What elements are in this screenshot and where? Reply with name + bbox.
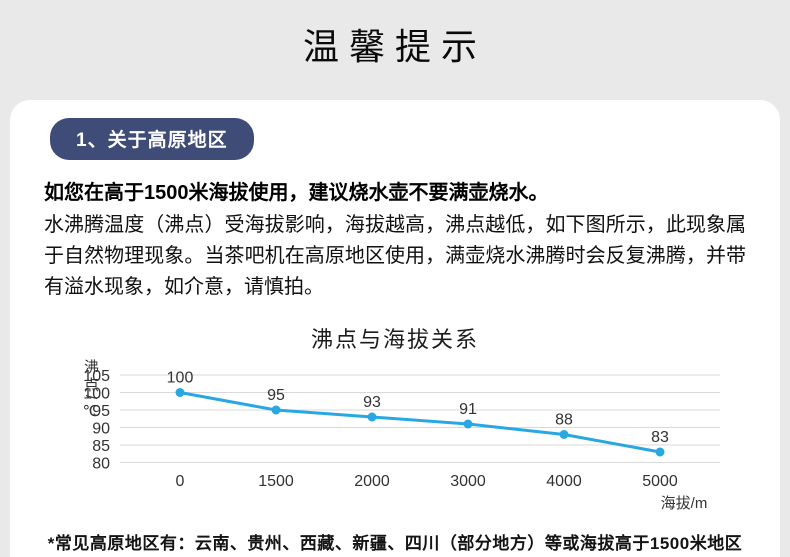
line-chart-svg: 1051009590858010009515009320009130008840… xyxy=(83,368,720,512)
y-tick-label: 105 xyxy=(83,368,110,385)
value-label: 93 xyxy=(363,394,381,411)
data-line xyxy=(178,391,662,454)
y-tick-label: 80 xyxy=(92,456,110,473)
value-label: 100 xyxy=(167,370,194,387)
x-tick-label: 4000 xyxy=(546,473,582,490)
page-title: 温馨提示 xyxy=(302,26,487,67)
y-tick-label: 100 xyxy=(83,386,110,403)
x-tick-label: 5000 xyxy=(642,473,678,490)
section-badge: 1、关于高原地区 xyxy=(50,118,254,160)
data-point xyxy=(463,419,473,429)
data-point xyxy=(271,405,281,415)
data-point xyxy=(559,430,569,439)
chart-plot-area: 沸点/℃ 105 100 95 90 85 80 100 0 95 1500 93 2000 91 300… xyxy=(44,355,746,513)
data-point xyxy=(175,388,185,397)
value-label: 88 xyxy=(555,412,573,429)
x-axis-label: 海拔/m xyxy=(661,495,708,512)
x-tick-label: 1500 xyxy=(258,473,294,490)
intro-text: 如您在高于1500米海拔使用，建议烧水壶不要满壶烧水。 xyxy=(44,182,549,204)
y-tick-label: 85 xyxy=(92,438,110,455)
y-tick-label: 90 xyxy=(92,421,110,438)
x-tick-label: 2000 xyxy=(354,473,390,490)
data-point xyxy=(367,412,377,422)
x-tick-label: 0 xyxy=(176,473,185,490)
footnote-text: *常见高原地区有：云南、贵州、西藏、新疆、四川（部分地方）等或海拔高于1500米… xyxy=(47,534,743,553)
body-text: 水沸腾温度（沸点）受海拔影响，海拔越高，沸点越低，如下图所示，此现象属于自然物理… xyxy=(44,214,746,298)
data-point xyxy=(655,447,665,457)
boiling-point-chart: 沸点与海拔关系 沸点/℃ 105 100 95 90 85 80 100 0 95 1500 93 2… xyxy=(44,325,746,513)
value-label: 91 xyxy=(459,401,477,418)
notice-card: 1、关于高原地区 如您在高于1500米海拔使用，建议烧水壶不要满壶烧水。 水沸腾… xyxy=(10,100,780,557)
y-axis-label: 沸点/℃ xyxy=(82,359,99,424)
y-tick-label: 95 xyxy=(92,403,110,420)
value-label: 95 xyxy=(267,387,285,404)
chart-title: 沸点与海拔关系 xyxy=(310,327,479,352)
x-tick-label: 3000 xyxy=(450,473,486,490)
value-label: 83 xyxy=(651,429,669,446)
